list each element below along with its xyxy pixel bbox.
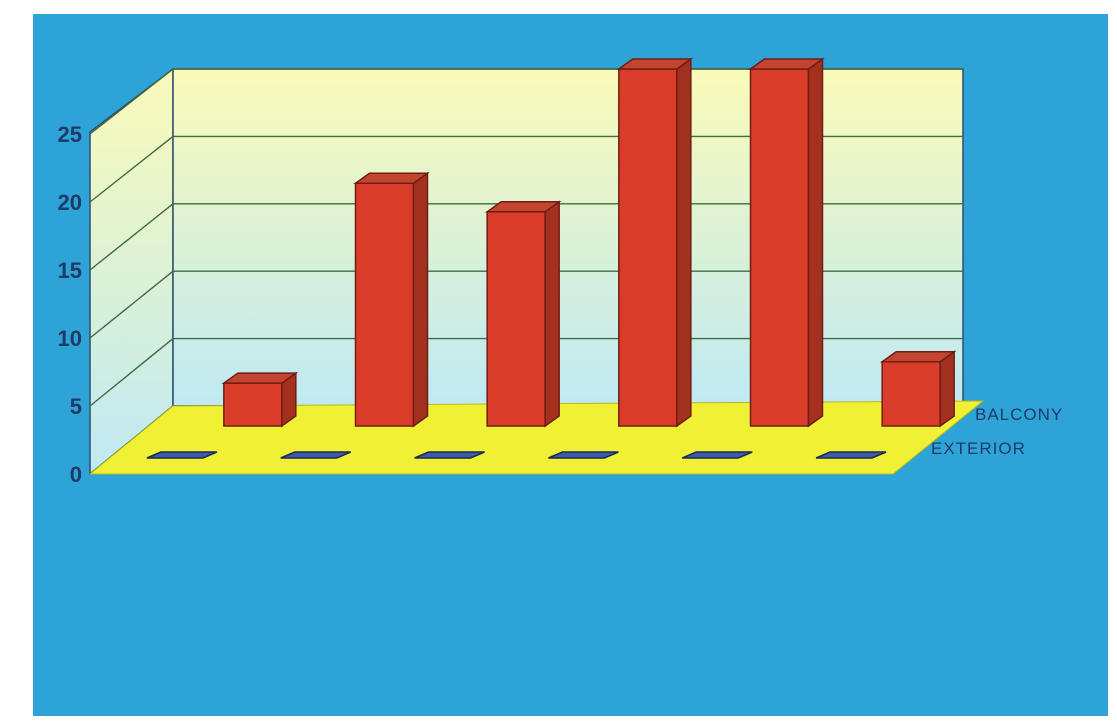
bar-balcony-top	[616, 58, 694, 70]
gridline-side	[89, 203, 174, 271]
bar-balcony-top	[748, 58, 825, 70]
legend-balcony: BALCONY	[975, 405, 1063, 424]
bar-exterior	[280, 451, 352, 459]
y-tick-label: 0	[70, 462, 82, 487]
bar-exterior	[681, 451, 753, 459]
y-tick-label: 25	[58, 122, 82, 147]
bar-balcony	[881, 360, 941, 427]
y-tick-label: 20	[58, 190, 82, 215]
chart-svg: 0 5 10 15 20 25 BALCONY EXTERIOR	[58, 57, 1063, 487]
y-tick-label: 5	[70, 394, 82, 419]
side-wall	[89, 67, 174, 476]
gridline-side	[89, 68, 174, 135]
bar-balcony-top	[221, 372, 299, 384]
bar-balcony	[486, 211, 546, 427]
y-tick-label: 10	[58, 326, 82, 351]
chart-background: 0 5 10 15 20 25 BALCONY EXTERIOR	[33, 14, 1108, 716]
y-tick-label: 15	[58, 258, 82, 283]
bar-balcony-side	[676, 57, 692, 428]
gridline-side	[89, 270, 174, 339]
back-wall	[172, 68, 964, 407]
bar-balcony-side	[544, 200, 560, 428]
bar-exterior	[146, 451, 218, 459]
gridline-side	[89, 338, 174, 407]
bar-balcony-side	[807, 57, 824, 428]
bar-balcony	[749, 68, 810, 427]
bar-balcony-top	[353, 172, 430, 184]
bar-balcony-top	[484, 201, 562, 213]
gridline-side	[89, 135, 174, 203]
bar-exterior	[548, 451, 619, 459]
bar-exterior	[414, 451, 485, 459]
bar-balcony-side	[412, 171, 429, 428]
bar-balcony	[354, 182, 415, 427]
bar-balcony-side	[939, 350, 955, 428]
bar-exterior	[815, 451, 887, 459]
bar-balcony	[223, 382, 283, 427]
bar-balcony	[618, 68, 678, 427]
bar-balcony-top	[879, 350, 957, 363]
legend-exterior: EXTERIOR	[931, 439, 1026, 458]
